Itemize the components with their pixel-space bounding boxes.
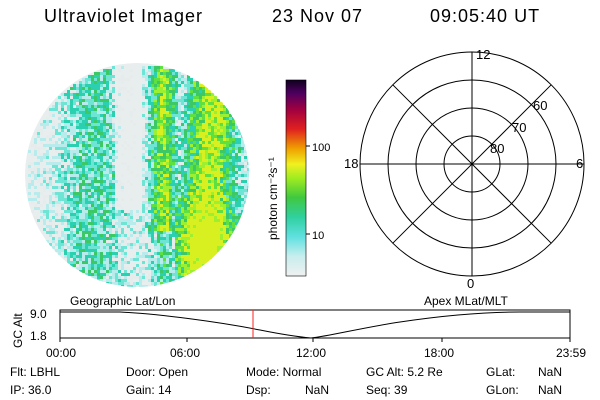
footer-dsp-label: Dsp: xyxy=(246,383,271,397)
mlt-label-18: 18 xyxy=(344,156,358,171)
colorbar-tick-100: 100 xyxy=(312,142,330,154)
footer-gc-alt: GC Alt: 5.2 Re xyxy=(366,365,443,379)
mlt-label-0: 0 xyxy=(467,276,474,291)
uv-pixel-layer xyxy=(25,63,249,287)
orbit-right-title: Apex MLat/MLT xyxy=(424,294,508,308)
footer-mode: Mode: Normal xyxy=(246,365,322,379)
footer-glat-label: GLat: xyxy=(486,365,516,379)
lat-label-70: 70 xyxy=(512,120,526,135)
date-label: 23 Nov 07 xyxy=(272,6,364,26)
mlt-label-12: 12 xyxy=(476,47,490,62)
colorbar-unit-label: photon cm⁻²s⁻¹ xyxy=(266,157,280,240)
polar-plot: 12 18 6 0 60 70 80 xyxy=(344,47,585,291)
lat-label-60: 60 xyxy=(533,98,547,113)
orbit-x-tick-2359: 23:59 xyxy=(556,346,586,360)
lat-label-80: 80 xyxy=(490,141,504,156)
orbit-y-tick-bottom: 1.8 xyxy=(30,329,47,343)
orbit-altitude-curve xyxy=(60,311,570,339)
footer-flt: Flt: LBHL xyxy=(10,365,61,379)
footer-ip: IP: 36.0 xyxy=(10,383,52,397)
colorbar-tick-10: 10 xyxy=(312,230,324,242)
orbit-y-tick-top: 9.0 xyxy=(30,307,47,321)
orbit-x-tick-1200: 12:00 xyxy=(296,346,326,360)
footer-gain: Gain: 14 xyxy=(126,383,172,397)
orbit-frame xyxy=(59,309,571,339)
orbit-x-tick-1800: 18:00 xyxy=(424,346,454,360)
time-label: 09:05:40 UT xyxy=(430,6,541,26)
footer-seq: Seq: 39 xyxy=(366,383,408,397)
orbit-y-label: GC Alt xyxy=(11,313,25,348)
orbit-x-tick-0000: 00:00 xyxy=(46,346,76,360)
uv-image xyxy=(25,63,249,287)
colorbar: 100 10 photon cm⁻²s⁻¹ xyxy=(266,79,330,277)
footer-door: Door: Open xyxy=(126,365,189,379)
footer-glon-label: GLon: xyxy=(486,383,519,397)
orbit-x-tick-0600: 06:00 xyxy=(170,346,200,360)
mlt-label-6: 6 xyxy=(576,156,583,171)
orbit-plot: GC Alt 9.0 1.8 00:00 06:00 12:00 18:00 2… xyxy=(11,307,586,360)
polar-diagonal-2 xyxy=(392,84,552,244)
footer-glat-value: NaN xyxy=(538,365,563,379)
footer-dsp-value: NaN xyxy=(305,383,330,397)
footer-glon-value: NaN xyxy=(538,383,563,397)
instrument-title: Ultraviolet Imager xyxy=(44,6,204,26)
colorbar-scale xyxy=(285,79,307,277)
orbit-left-title: Geographic Lat/Lon xyxy=(70,294,176,308)
